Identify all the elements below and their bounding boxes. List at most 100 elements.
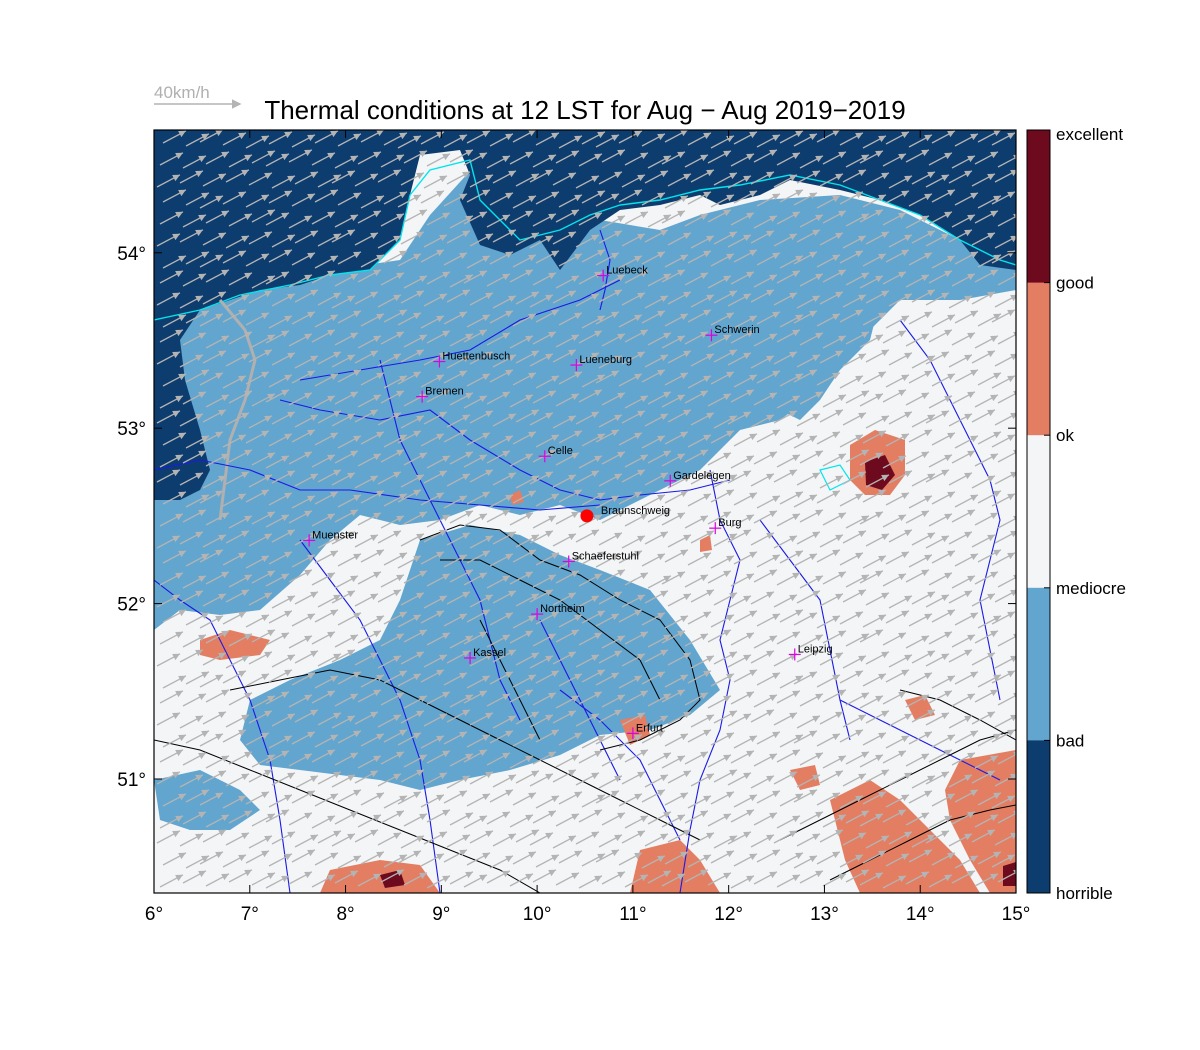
wind-arrow	[317, 174, 342, 188]
city-marker: Gardelegen	[664, 470, 731, 487]
wind-arrow	[489, 494, 514, 508]
wind-arrow	[710, 194, 735, 208]
wind-arrow	[291, 554, 316, 568]
wind-arrow	[446, 591, 471, 605]
wind-arrow	[555, 570, 580, 584]
wind-arrow	[948, 590, 973, 604]
wind-arrow	[730, 389, 755, 403]
wind-arrow	[948, 229, 973, 243]
wind-arrow	[423, 293, 448, 307]
wind-arrow	[311, 454, 336, 468]
wind-arrow	[882, 750, 907, 764]
wind-arrow	[819, 652, 844, 666]
wind-arrow	[882, 875, 907, 889]
wind-arrow	[449, 753, 474, 767]
wind-arrow	[248, 533, 273, 547]
wind-arrow	[994, 294, 1016, 308]
wind-arrow	[971, 409, 996, 423]
wind-arrow	[862, 371, 887, 385]
wind-arrow	[400, 290, 425, 304]
wind-arrow	[403, 150, 428, 164]
wind-arrow	[793, 494, 818, 508]
wind-arrow	[420, 249, 445, 263]
wind-arrow	[664, 254, 689, 268]
wind-arrow	[489, 730, 514, 744]
wind-arrow	[687, 250, 712, 264]
wind-arrow	[822, 453, 847, 467]
wind-arrow	[925, 771, 950, 785]
wind-arrow	[816, 792, 841, 806]
city-label: Bremen	[425, 386, 464, 398]
wind-arrow	[202, 291, 227, 305]
wind-arrow	[928, 749, 953, 763]
wind-arrow	[647, 693, 672, 707]
wind-arrow	[974, 335, 999, 349]
wind-arrow	[492, 229, 517, 243]
wind-arrow	[159, 211, 184, 225]
wind-arrow	[489, 369, 514, 383]
wind-arrow	[199, 195, 224, 209]
wind-arrow	[291, 311, 316, 325]
wind-arrow	[684, 751, 709, 765]
wind-arrow	[664, 130, 689, 143]
wind-arrow	[334, 634, 359, 648]
wind-arrow	[317, 351, 342, 365]
wind-arrow	[661, 755, 686, 769]
wind-arrow	[515, 350, 540, 364]
wind-arrow	[291, 849, 316, 863]
wind-arrow	[182, 273, 207, 287]
wind-arrow	[730, 153, 755, 167]
wind-arrow	[793, 789, 818, 803]
wind-arrow	[779, 373, 804, 387]
wind-arrow	[928, 513, 953, 527]
wind-arrow	[581, 492, 606, 506]
map-title: Thermal conditions at 12 LST for Aug − A…	[264, 95, 905, 125]
wind-arrow	[179, 590, 204, 604]
wind-arrow	[885, 131, 910, 145]
wind-arrow	[575, 470, 600, 484]
wind-arrow	[951, 450, 976, 464]
wind-arrow	[845, 692, 870, 706]
wind-arrow	[552, 415, 577, 429]
wind-arrow	[776, 631, 801, 645]
wind-arrow	[974, 269, 999, 283]
wind-arrow	[420, 131, 445, 145]
contour-2	[440, 559, 661, 701]
wind-arrow	[314, 432, 339, 446]
wind-arrow	[799, 155, 824, 169]
wind-arrow	[360, 615, 385, 629]
wind-arrow	[512, 372, 537, 386]
wind-arrow	[991, 670, 1016, 684]
wind-arrow	[925, 830, 950, 844]
wind-arrow	[595, 731, 620, 745]
wind-arrow	[248, 231, 273, 245]
wind-arrow	[205, 755, 230, 769]
wind-arrow	[377, 530, 402, 544]
wind-arrow	[931, 432, 956, 446]
wind-arrow	[862, 430, 887, 444]
wind-arrow	[931, 491, 956, 505]
wind-arrow	[377, 832, 402, 846]
wind-arrow	[908, 731, 933, 745]
wind-arrow	[446, 473, 471, 487]
wind-arrow	[271, 470, 296, 484]
wind-arrow	[690, 530, 715, 544]
wind-arrow	[690, 294, 715, 308]
wind-arrow	[245, 850, 270, 864]
wind-arrow	[647, 332, 672, 346]
wind-arrow	[991, 854, 1016, 868]
wind-arrow	[248, 474, 273, 488]
wind-arrow	[532, 515, 557, 529]
wind-arrow	[555, 629, 580, 643]
wind-arrow	[380, 869, 405, 883]
wind-arrow	[730, 271, 755, 285]
wind-arrow	[555, 275, 580, 289]
wind-arrow	[558, 194, 583, 208]
wind-arrow	[793, 671, 818, 685]
wind-arrow	[859, 150, 884, 164]
wind-arrow	[532, 213, 557, 227]
wind-arrow	[845, 272, 870, 286]
wind-arrow	[882, 514, 907, 528]
wind-arrow	[377, 714, 402, 728]
wind-arrow	[793, 251, 818, 265]
